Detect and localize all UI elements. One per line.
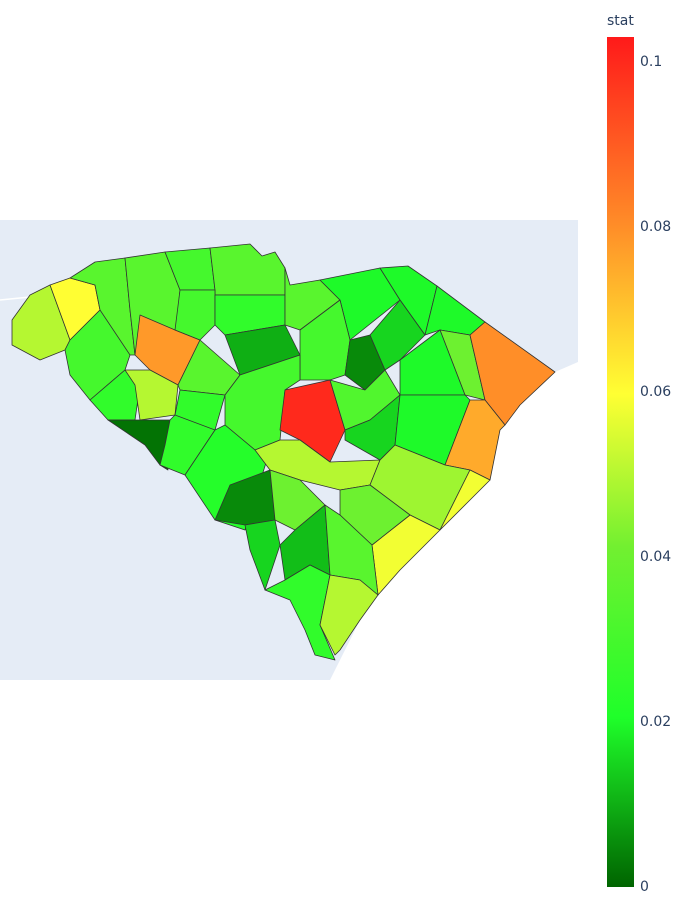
- county: [264, 564, 336, 661]
- colorbar-tick-label: 0.04: [640, 549, 671, 565]
- county: [244, 519, 281, 591]
- colorbar-tick-label: 0.02: [640, 714, 671, 730]
- colorbar-tick-label: 0.06: [640, 384, 671, 400]
- county: [339, 484, 411, 546]
- colorbar-tick-label: 0.08: [640, 219, 671, 235]
- colorbar-tick-label: 0.1: [640, 54, 662, 70]
- colorbar-title: stat: [607, 13, 634, 29]
- state-border: [0, 296, 31, 301]
- county: [319, 574, 379, 656]
- colorbar-tick-label: 0: [640, 879, 649, 895]
- county: [174, 289, 216, 341]
- counties: [11, 243, 556, 661]
- colorbar: [607, 37, 634, 887]
- county: [369, 299, 426, 371]
- county: [319, 267, 401, 341]
